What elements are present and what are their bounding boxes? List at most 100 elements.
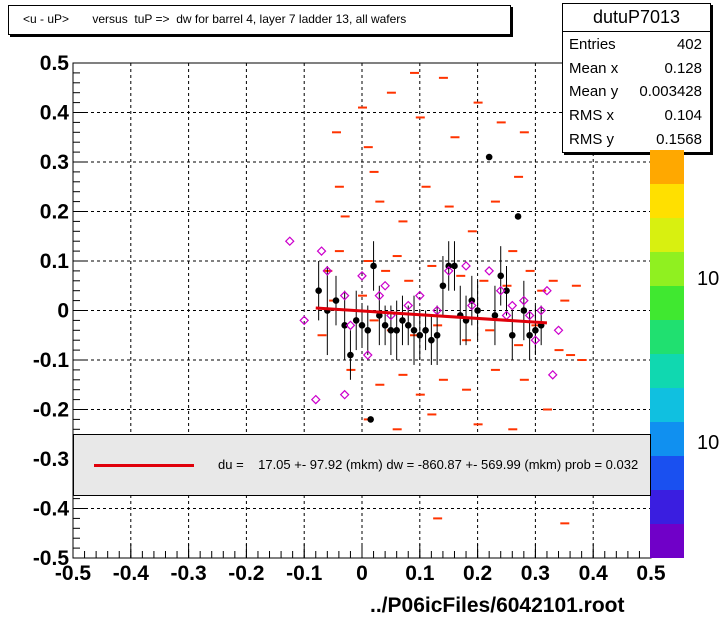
histogram-bin bbox=[514, 344, 524, 347]
profile-point bbox=[399, 317, 406, 324]
histogram-bin bbox=[525, 269, 535, 272]
histogram-bin bbox=[404, 279, 414, 282]
y-tick-label: -0.4 bbox=[33, 498, 70, 521]
open-marker bbox=[362, 350, 373, 360]
stat-row-mean-y: Mean y 0.003428 bbox=[569, 80, 702, 104]
stat-value: 402 bbox=[676, 36, 702, 53]
profile-point bbox=[347, 351, 354, 359]
histogram-bin bbox=[317, 334, 327, 337]
x-tick-label: -0.1 bbox=[286, 562, 323, 585]
palette-band bbox=[650, 252, 684, 287]
open-marker bbox=[357, 271, 367, 281]
palette-band bbox=[650, 218, 684, 253]
fit-line-swatch bbox=[94, 464, 194, 467]
palette-band bbox=[650, 150, 684, 185]
open-markers bbox=[284, 236, 564, 405]
histogram-bin bbox=[519, 378, 529, 381]
histogram-bin bbox=[433, 517, 443, 520]
histogram-bin bbox=[456, 274, 466, 277]
y-tick-label: 0.5 bbox=[40, 52, 70, 75]
histogram-bin bbox=[566, 354, 576, 357]
histogram-bin bbox=[473, 101, 483, 104]
open-marker bbox=[536, 305, 547, 316]
profile-point bbox=[341, 322, 348, 329]
histogram-bin bbox=[479, 279, 489, 282]
histogram-bin bbox=[548, 279, 558, 282]
histogram-bin bbox=[369, 319, 379, 322]
histogram-bin bbox=[415, 393, 425, 396]
profile-point bbox=[439, 282, 447, 290]
profile-point bbox=[514, 213, 522, 220]
histogram-bin bbox=[427, 264, 437, 267]
open-marker bbox=[495, 285, 506, 296]
profile-point bbox=[364, 327, 372, 334]
x-tick-label: 0.1 bbox=[405, 562, 435, 585]
open-marker bbox=[461, 261, 471, 271]
profile-point bbox=[315, 287, 322, 295]
stat-label: RMS y bbox=[569, 131, 614, 148]
palette-band bbox=[650, 320, 684, 355]
profile-point bbox=[433, 331, 441, 339]
open-marker bbox=[553, 325, 564, 336]
histogram-bin bbox=[363, 260, 373, 262]
open-marker bbox=[339, 389, 350, 400]
histogram-bin bbox=[514, 175, 524, 178]
x-tick-label: -0.4 bbox=[113, 562, 150, 585]
profile-point bbox=[376, 312, 383, 319]
y-tick-label: 0 bbox=[57, 300, 69, 323]
palette-band bbox=[650, 490, 684, 525]
chart-title: <u - uP> versus tuP => dw for barrel 4, … bbox=[23, 12, 407, 26]
y-tick-label: 0.1 bbox=[40, 250, 70, 273]
profile-point bbox=[445, 262, 453, 270]
open-marker bbox=[345, 320, 356, 331]
fit-line-segment bbox=[315, 306, 548, 325]
open-marker bbox=[484, 266, 495, 276]
profile-point bbox=[393, 327, 400, 334]
x-tick-label: -0.3 bbox=[171, 562, 207, 585]
y-tick-label: 0.2 bbox=[40, 201, 69, 224]
histogram-bin bbox=[369, 170, 379, 173]
x-tick-label: 0.4 bbox=[579, 562, 609, 585]
open-marker bbox=[310, 394, 321, 405]
palette-band bbox=[650, 524, 684, 558]
profile-point bbox=[508, 331, 516, 339]
profile-point bbox=[485, 153, 493, 161]
profile-point bbox=[451, 262, 458, 270]
open-marker bbox=[322, 266, 333, 276]
profile-point bbox=[468, 297, 476, 304]
open-marker bbox=[466, 300, 477, 311]
histogram-bin bbox=[375, 200, 385, 203]
histogram-bin bbox=[519, 131, 529, 134]
open-marker bbox=[547, 370, 558, 380]
open-marker bbox=[542, 285, 552, 296]
y-tick-label: -0.2 bbox=[33, 399, 69, 422]
histogram-bin bbox=[398, 220, 408, 223]
profile-point bbox=[370, 262, 377, 270]
histogram-bin bbox=[438, 76, 448, 79]
palette-band bbox=[650, 388, 684, 423]
open-marker bbox=[443, 266, 454, 276]
histogram-bin bbox=[421, 185, 431, 188]
stat-row-rms-y: RMS y 0.1568 bbox=[569, 128, 702, 152]
profile-point bbox=[416, 331, 424, 339]
profile-point bbox=[526, 331, 533, 339]
histogram-bin bbox=[537, 289, 547, 292]
histogram-bin bbox=[358, 294, 367, 297]
open-marker bbox=[403, 300, 414, 311]
stat-value: 0.104 bbox=[664, 107, 702, 124]
stat-row-entries: Entries 402 bbox=[569, 33, 702, 57]
profile-point bbox=[358, 322, 366, 329]
color-palette bbox=[650, 150, 684, 558]
x-tick-labels: -0.5 -0.4 -0.3 -0.2 -0.1 0 0.1 0.2 0.3 0.4 0.5 bbox=[55, 562, 666, 585]
open-marker bbox=[507, 300, 518, 311]
profile-point bbox=[422, 327, 429, 334]
stat-value: 0.003428 bbox=[639, 83, 702, 100]
histogram-bin bbox=[571, 284, 581, 287]
stat-row-mean-x: Mean x 0.128 bbox=[569, 57, 702, 81]
stat-value: 0.1568 bbox=[656, 131, 702, 148]
stat-label: Mean y bbox=[569, 83, 619, 100]
palette-band bbox=[650, 286, 684, 321]
fit-legend: du = 17.05 +- 97.92 (mkm) dw = -860.87 +… bbox=[73, 434, 651, 496]
histogram-bin bbox=[392, 255, 402, 258]
x-tick-label: 0.3 bbox=[521, 562, 550, 585]
